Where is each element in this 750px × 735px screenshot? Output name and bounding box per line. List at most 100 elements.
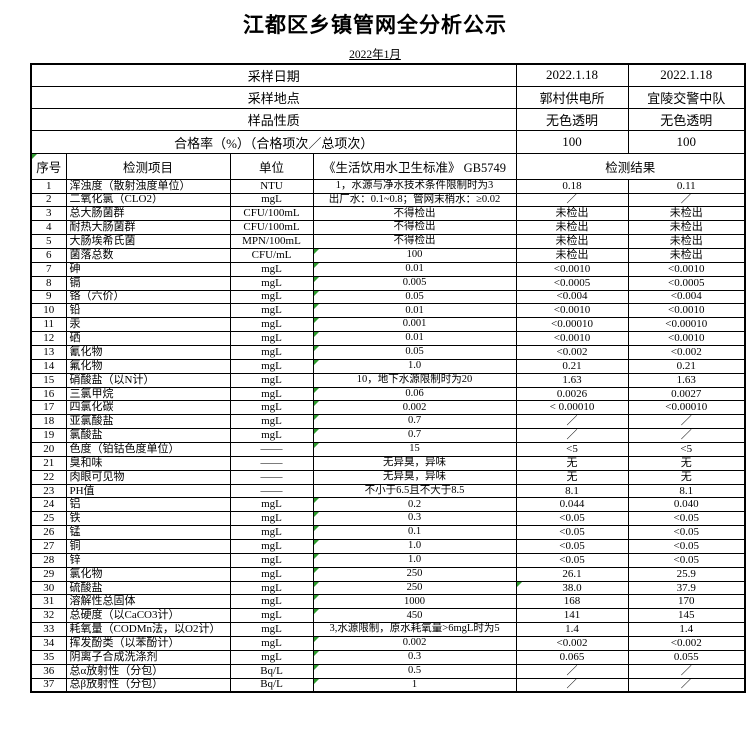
- standard-limit-text: 出厂水：0.1~0.8；管网末梢水：≥0.02: [328, 193, 501, 205]
- table-row: 21 臭和味 —— 无异臭，异味 无 无: [30, 455, 746, 471]
- row-index-text: 16: [43, 387, 55, 400]
- unit: mgL: [229, 317, 314, 333]
- result-site2-text: <0.0010: [668, 304, 705, 317]
- standard-limit: 1，水源与净水技术条件限制时为3: [312, 178, 517, 194]
- standard-limit-text: 1000: [404, 595, 425, 607]
- unit-text: mgL: [261, 429, 282, 442]
- result-site2-text: 未检出: [669, 221, 703, 234]
- row-index: 5: [30, 234, 67, 249]
- unit: mgL: [229, 580, 314, 596]
- unit: mgL: [229, 372, 314, 388]
- unit: mgL: [229, 428, 314, 444]
- item-name: 镉: [65, 275, 231, 291]
- standard-limit: 100: [312, 247, 517, 263]
- result-site2-text: <0.05: [673, 553, 699, 566]
- item-name-text: 锌: [69, 553, 81, 566]
- table-row: 16 三氯甲烷 mgL 0.06 0.0026 0.0027: [30, 386, 746, 402]
- unit: mgL: [229, 594, 314, 610]
- unit-text: mgL: [261, 650, 282, 663]
- standard-limit-text: 不得检出: [393, 221, 436, 233]
- standard-limit-text: 100: [406, 249, 423, 261]
- result-site1-text: 8.1: [565, 484, 579, 497]
- standard-limit-text: 15: [409, 443, 420, 455]
- result-site2: 37.9: [627, 580, 746, 596]
- unit-text: mgL: [261, 262, 282, 275]
- table-row: 18 亚氯酸盐 mgL 0.7 ／ ／: [30, 414, 746, 430]
- result-site1: 8.1: [515, 483, 629, 499]
- item-name-text: PH值: [69, 484, 95, 497]
- info-value-site1: 无色透明: [515, 108, 629, 132]
- result-site1-text: <0.004: [556, 290, 588, 303]
- result-site1-text: <0.05: [559, 539, 585, 552]
- row-index-text: 29: [43, 567, 55, 580]
- result-site1: ／: [515, 192, 629, 208]
- result-site2: ／: [627, 663, 746, 679]
- result-site2-text: 25.9: [676, 567, 696, 580]
- result-site1-text: ／: [566, 415, 578, 428]
- result-site1-text: 未检出: [555, 221, 589, 234]
- result-site1-text: 1.4: [565, 623, 579, 636]
- unit: mgL: [229, 511, 314, 527]
- row-index: 35: [30, 649, 67, 665]
- row-index: 26: [30, 525, 67, 541]
- row-index-text: 30: [43, 581, 55, 594]
- item-name: 铬（六价）: [65, 289, 231, 305]
- item-name: 肉眼可见物: [65, 469, 231, 485]
- result-site2-text: <0.05: [673, 512, 699, 525]
- item-name: 大肠埃希氏菌: [65, 234, 231, 249]
- info-row-sample-property: 样品性质 无色透明 无色透明: [30, 108, 746, 132]
- cell-flag-triangle-icon: [314, 498, 319, 504]
- result-site1: <0.05: [515, 552, 629, 568]
- result-site1-text: <0.0010: [553, 332, 591, 345]
- result-site2: <0.002: [627, 345, 746, 360]
- result-site1-text: 无: [566, 470, 578, 483]
- result-site2: ／: [627, 192, 746, 208]
- result-site2-text: 0.0027: [671, 387, 702, 400]
- result-site2: 未检出: [627, 247, 746, 263]
- result-site1: ／: [515, 414, 629, 430]
- row-index-text: 27: [43, 539, 55, 552]
- unit: mgL: [229, 525, 314, 541]
- row-index-text: 17: [43, 401, 55, 414]
- row-index: 37: [30, 677, 67, 693]
- unit: mgL: [229, 386, 314, 402]
- standard-limit-text: 0.002: [402, 401, 427, 413]
- result-site2: 未检出: [627, 234, 746, 249]
- item-name-text: 砷: [69, 262, 81, 275]
- standard-limit-text: 0.002: [402, 637, 427, 649]
- info-row-pass-rate: 合格率（%）（合格项次／总项次） 100 100: [30, 130, 746, 154]
- standard-limit-text: 0.01: [405, 304, 424, 316]
- row-index: 24: [30, 497, 67, 513]
- info-value-site2: 宜陵交警中队: [627, 85, 746, 110]
- result-site2-text: 0.040: [673, 498, 699, 511]
- info-label: 采样地点: [30, 85, 517, 110]
- result-site1-text: ／: [566, 193, 578, 206]
- result-site1: 0.0026: [515, 386, 629, 402]
- item-name: 铅: [65, 303, 231, 319]
- standard-limit-text: 0.005: [402, 276, 427, 288]
- row-index: 15: [30, 372, 67, 388]
- result-site2: 170: [627, 594, 746, 610]
- standard-limit: 0.01: [312, 261, 517, 277]
- result-site1: ／: [515, 677, 629, 693]
- result-site2-text: 37.9: [676, 581, 696, 594]
- result-site2-text: 145: [678, 609, 695, 622]
- item-name-text: 硫酸盐: [69, 581, 103, 594]
- unit: mgL: [229, 539, 314, 554]
- cell-flag-triangle-icon: [314, 415, 319, 421]
- row-index-text: 22: [43, 470, 55, 483]
- unit-text: NTU: [260, 179, 283, 192]
- item-name-text: 挥发酚类（以苯酚计）: [69, 636, 180, 649]
- result-site1-text: 0.0026: [556, 387, 588, 400]
- standard-limit-text: 0.3: [407, 512, 422, 524]
- row-index: 11: [30, 317, 67, 333]
- unit: CFU/100mL: [229, 220, 314, 236]
- item-name-text: 二氧化氯（CLO2）: [69, 193, 164, 206]
- result-site2: 25.9: [627, 566, 746, 582]
- cell-flag-triangle-icon: [517, 582, 522, 587]
- page-title: 江都区乡镇管网全分析公示: [243, 14, 507, 37]
- unit-text: mgL: [261, 526, 282, 539]
- table-row: 23 PH值 —— 不小于6.5且不大于8.5 8.1 8.1: [30, 483, 746, 499]
- item-name-text: 菌落总数: [69, 248, 114, 261]
- item-name: 汞: [65, 317, 231, 333]
